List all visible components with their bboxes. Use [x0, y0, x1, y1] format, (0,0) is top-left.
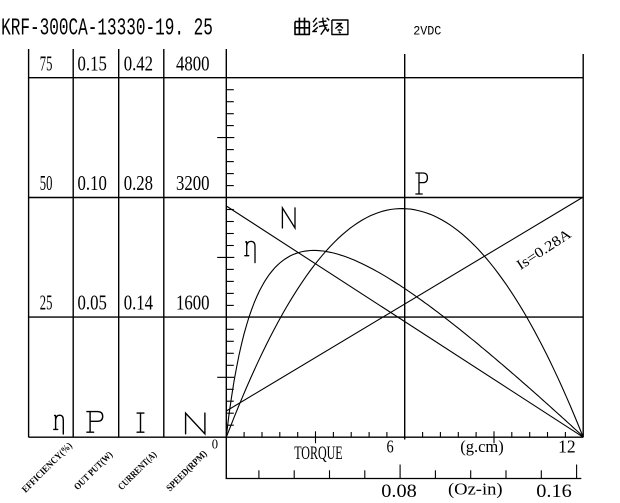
svg-text:0: 0 [212, 437, 218, 452]
svg-text:0.05: 0.05 [78, 291, 107, 315]
svg-text:3200: 3200 [176, 171, 210, 195]
svg-text:0.15: 0.15 [78, 51, 107, 75]
svg-text:0.08: 0.08 [381, 481, 417, 502]
svg-text:(g.cm): (g.cm) [460, 437, 504, 456]
svg-text:25: 25 [40, 291, 53, 315]
svg-text:0.10: 0.10 [78, 171, 107, 195]
svg-text:1600: 1600 [176, 291, 210, 315]
svg-text:75: 75 [40, 51, 53, 75]
svg-text:0.14: 0.14 [124, 291, 154, 315]
svg-text:12: 12 [558, 437, 576, 457]
svg-text:TORQUE: TORQUE [294, 443, 342, 464]
svg-text:4800: 4800 [176, 51, 210, 75]
svg-text:50: 50 [40, 171, 53, 195]
svg-text:0.16: 0.16 [536, 481, 572, 502]
svg-text:0.42: 0.42 [124, 51, 153, 75]
svg-text:2VDC: 2VDC [413, 23, 441, 38]
svg-text:(Oz-in): (Oz-in) [448, 480, 503, 499]
svg-text:6: 6 [387, 436, 394, 456]
svg-text:0.28: 0.28 [124, 171, 153, 195]
svg-text:KRF-300CA-13330-19. 25: KRF-300CA-13330-19. 25 [1, 16, 213, 43]
